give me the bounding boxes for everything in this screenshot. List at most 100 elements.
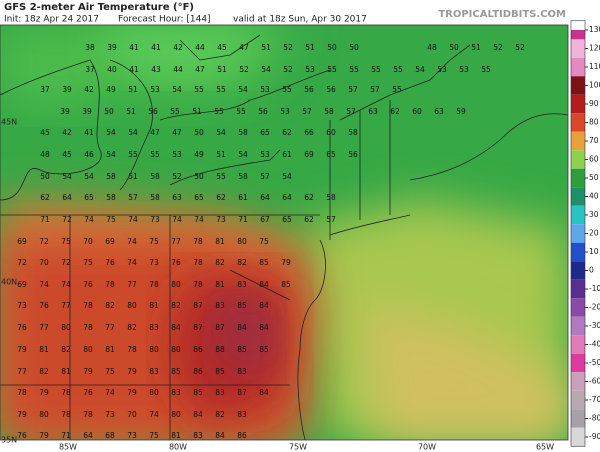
station-value: 53 — [305, 65, 315, 74]
station-value: 68 — [105, 431, 115, 440]
station-value: 83 — [215, 388, 225, 397]
station-value: 62 — [216, 193, 226, 202]
station-value: 70 — [127, 410, 137, 419]
station-value: 69 — [304, 150, 314, 159]
colorbar-label: 50 — [589, 173, 599, 182]
station-value: 47 — [195, 65, 205, 74]
station-value: 73 — [149, 258, 159, 267]
station-value: 84 — [259, 301, 269, 310]
station-value: 86 — [237, 431, 247, 440]
station-value: 81 — [215, 237, 225, 246]
station-value: 87 — [193, 323, 203, 332]
station-value: 78 — [127, 345, 137, 354]
station-value: 60 — [412, 107, 422, 116]
station-value: 49 — [106, 85, 116, 94]
station-value: 57 — [326, 215, 336, 224]
station-value: 63 — [434, 107, 444, 116]
station-value: 53 — [437, 65, 447, 74]
station-value: 42 — [84, 85, 94, 94]
station-value: 77 — [39, 323, 49, 332]
colorbar-swatch — [571, 150, 585, 169]
station-value: 47 — [150, 128, 160, 137]
colorbar-swatch — [571, 279, 585, 299]
station-value: 37 — [85, 65, 95, 74]
station-value: 54 — [62, 172, 72, 181]
colorbar-label: 90 — [589, 99, 599, 108]
station-value: 58 — [238, 172, 248, 181]
station-value: 61 — [238, 193, 248, 202]
station-value: 74 — [172, 215, 182, 224]
station-value: 73 — [17, 301, 27, 310]
station-value: 71 — [238, 215, 248, 224]
station-value: 52 — [283, 43, 293, 52]
station-value: 79 — [83, 367, 93, 376]
station-value: 70 — [39, 258, 49, 267]
station-value: 72 — [62, 215, 72, 224]
station-value: 63 — [172, 193, 182, 202]
station-value: 55 — [170, 107, 180, 116]
station-value: 65 — [84, 193, 94, 202]
station-value: 65 — [282, 215, 292, 224]
station-value: 51 — [128, 172, 138, 181]
station-value: 53 — [150, 85, 160, 94]
station-value: 75 — [61, 237, 71, 246]
station-value: 51 — [217, 65, 227, 74]
station-value: 71 — [61, 431, 71, 440]
station-value: 53 — [280, 107, 290, 116]
station-value: 50 — [40, 172, 50, 181]
station-value: 83 — [237, 280, 247, 289]
station-value: 77 — [127, 280, 137, 289]
station-value: 72 — [39, 237, 49, 246]
map-frame — [0, 24, 569, 441]
station-value: 83 — [193, 431, 203, 440]
station-value: 76 — [39, 301, 49, 310]
station-value: 64 — [62, 193, 72, 202]
station-value: 58 — [348, 128, 358, 137]
station-value: 73 — [105, 410, 115, 419]
station-value: 62 — [304, 193, 314, 202]
station-value: 55 — [194, 85, 204, 94]
station-value: 77 — [17, 367, 27, 376]
station-value: 37 — [40, 85, 50, 94]
station-value: 85 — [171, 367, 181, 376]
station-value: 54 — [84, 172, 94, 181]
station-value: 78 — [61, 388, 71, 397]
station-value: 78 — [61, 410, 71, 419]
station-value: 66 — [304, 128, 314, 137]
station-value: 83 — [237, 410, 247, 419]
colorbar-label: 110 — [589, 62, 600, 71]
station-value: 76 — [171, 258, 181, 267]
colorbar-swatch — [571, 409, 585, 428]
colorbar-frame — [570, 20, 586, 447]
station-value: 39 — [60, 107, 70, 116]
station-value: 81 — [149, 301, 159, 310]
station-value: 42 — [173, 43, 183, 52]
station-value: 75 — [105, 367, 115, 376]
colorbar-swatch — [571, 261, 585, 280]
station-value: 52 — [172, 172, 182, 181]
station-value: 55 — [392, 85, 402, 94]
station-value: 87 — [193, 301, 203, 310]
station-value: 41 — [129, 43, 139, 52]
station-value: 75 — [259, 237, 269, 246]
station-value: 57 — [260, 172, 270, 181]
station-value: 57 — [348, 85, 358, 94]
station-value: 73 — [150, 215, 160, 224]
colorbar-swatch — [571, 390, 585, 410]
station-value: 51 — [192, 107, 202, 116]
station-value: 80 — [149, 345, 159, 354]
station-value: 82 — [127, 323, 137, 332]
station-value: 82 — [105, 301, 115, 310]
station-value: 84 — [193, 410, 203, 419]
station-value: 79 — [39, 431, 49, 440]
station-value: 56 — [326, 85, 336, 94]
station-value: 86 — [193, 367, 203, 376]
station-value: 72 — [17, 258, 27, 267]
station-value: 74 — [39, 280, 49, 289]
station-value: 50 — [327, 43, 337, 52]
colorbar-label: 100 — [589, 81, 600, 90]
colorbar-swatch — [571, 242, 585, 262]
station-value: 52 — [515, 43, 525, 52]
station-value: 83 — [149, 367, 159, 376]
station-value: 76 — [17, 323, 27, 332]
